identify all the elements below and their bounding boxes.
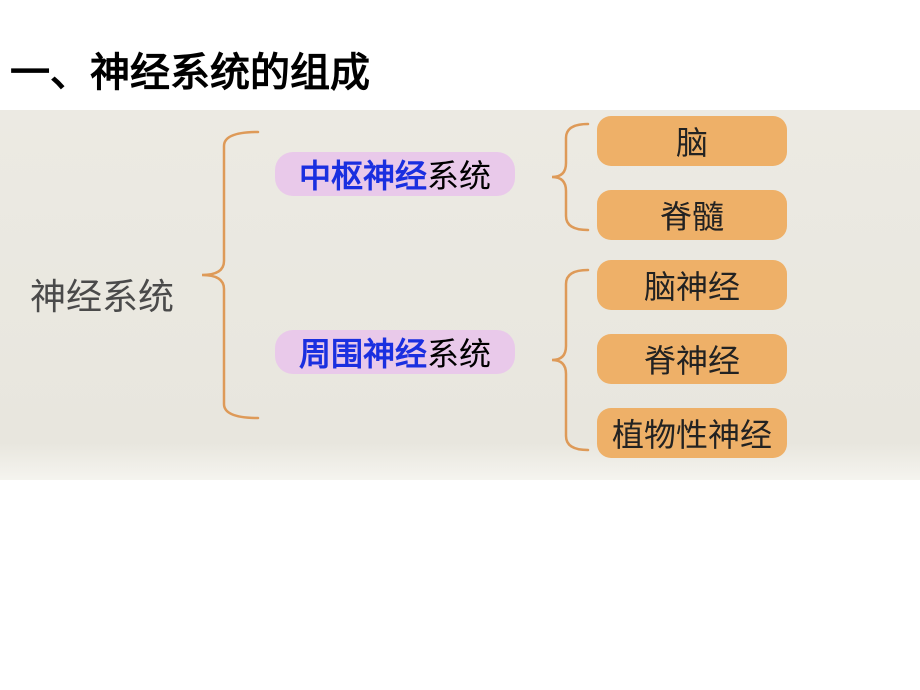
category-pns-prefix: 周围神经: [299, 329, 427, 375]
category-cns-prefix: 中枢神经: [299, 151, 427, 197]
category-pns-suffix: 系统: [427, 329, 491, 375]
category-pns: 周围神经系统: [275, 330, 515, 374]
leaf-brain: 脑: [597, 116, 787, 166]
leaf-cranial-nerve: 脑神经: [597, 260, 787, 310]
page-title: 一、神经系统的组成: [10, 40, 370, 98]
brace-pns: [550, 268, 590, 452]
root-label: 神经系统: [30, 268, 174, 320]
category-cns-suffix: 系统: [427, 151, 491, 197]
leaf-autonomic-nerve: 植物性神经: [597, 408, 787, 458]
brace-cns: [550, 122, 590, 232]
leaf-spinal-nerve: 脊神经: [597, 334, 787, 384]
category-cns: 中枢神经系统: [275, 152, 515, 196]
brace-main: [200, 130, 260, 420]
leaf-spinal-cord: 脊髓: [597, 190, 787, 240]
